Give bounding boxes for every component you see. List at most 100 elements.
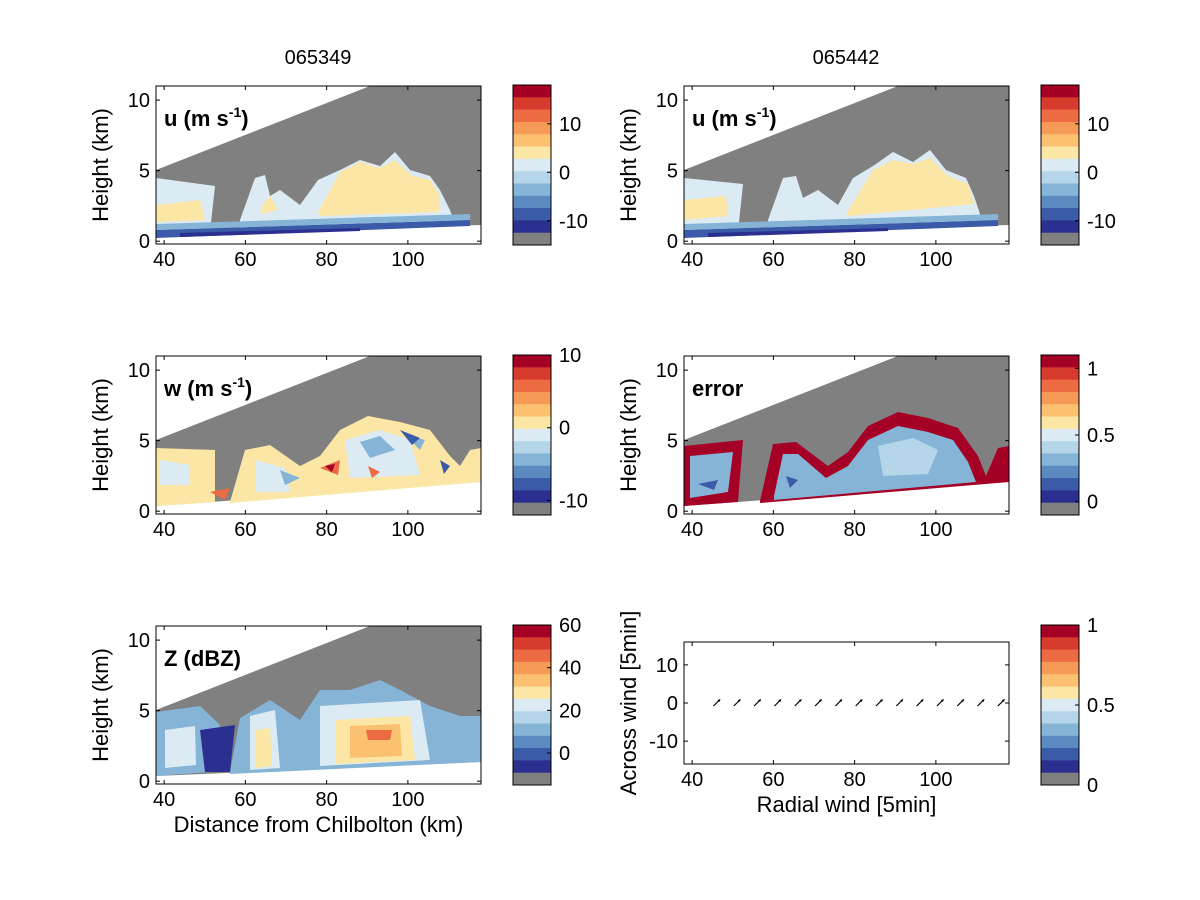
wind-vector-head <box>880 699 883 702</box>
positive-u <box>684 158 974 220</box>
colorbar-swatch <box>1041 649 1079 663</box>
colorbar-swatch <box>513 85 551 98</box>
colorbar-tick-label: 0 <box>559 418 570 440</box>
column-title-left: 065349 <box>285 47 352 69</box>
panel-u-left <box>155 85 482 245</box>
colorbar-swatch <box>513 723 551 737</box>
y-tick-label: 10 <box>656 90 678 112</box>
colorbar-swatch <box>513 391 551 405</box>
y-tick-label: 5 <box>667 161 678 183</box>
y-tick-label: 0 <box>139 231 150 253</box>
y-tick-label: 5 <box>667 431 678 453</box>
wind-vector-head <box>839 699 843 702</box>
y-tick-label: -10 <box>649 731 678 753</box>
panel-label: w (m s-1) <box>163 374 252 401</box>
x-axis-label: Radial wind [5min] <box>757 792 937 817</box>
colorbar-swatch <box>513 453 551 467</box>
x-tick-label: 40 <box>681 769 703 791</box>
field-u-left <box>156 86 481 244</box>
colorbar-frame <box>512 624 552 786</box>
y-tick-label: 0 <box>667 231 678 253</box>
colorbar-swatch <box>513 637 551 651</box>
x-tick-label: 60 <box>762 519 784 541</box>
colorbar-swatch <box>1041 748 1079 761</box>
wind-vector-head <box>961 699 965 702</box>
colorbar-swatch <box>513 428 551 442</box>
y-tick-label: 10 <box>128 90 150 112</box>
wind-vector-head <box>1001 699 1005 702</box>
x-tick-label: 60 <box>234 789 256 811</box>
x-tick-label: 100 <box>919 519 952 541</box>
panel-vectors <box>683 641 1010 765</box>
colorbar-swatch <box>1041 97 1079 111</box>
colorbar-swatch <box>1041 453 1079 467</box>
y-tick-label: 0 <box>667 693 678 715</box>
positive-u <box>156 160 440 222</box>
colorbar-tick-label: 0 <box>559 162 570 184</box>
x-tick-label: 100 <box>391 789 424 811</box>
colorbar-swatch <box>1041 661 1079 675</box>
axes-frame <box>155 625 482 785</box>
colorbar-swatch <box>513 232 551 246</box>
y-axis-label: Height (km) <box>616 378 641 492</box>
colorbar-swatch <box>513 379 551 393</box>
x-tick-label: 80 <box>316 519 338 541</box>
colorbar-tick-label: 0.5 <box>1087 695 1115 717</box>
y-tick-label: 0 <box>667 501 678 523</box>
y-axis-label: Height (km) <box>88 378 113 492</box>
colorbar-swatch <box>1041 158 1079 172</box>
wind-vector-head <box>737 699 741 702</box>
colorbar-swatch <box>513 441 551 454</box>
y-tick-label: 10 <box>128 360 150 382</box>
panel-u-right <box>683 85 1010 245</box>
colorbar-swatch <box>1041 85 1079 98</box>
colorbar-swatch <box>513 158 551 172</box>
colorbar-swatch <box>513 661 551 675</box>
field-error <box>684 356 1009 514</box>
panel-label: u (m s-1) <box>164 104 249 131</box>
wind-vector-head <box>920 699 924 702</box>
colorbar-swatch <box>1041 465 1079 479</box>
colorbar-tick-label: -10 <box>559 490 588 512</box>
colorbar-swatch <box>513 367 551 381</box>
y-axis-label: Height (km) <box>88 648 113 762</box>
x-tick-label: 60 <box>234 519 256 541</box>
x-axis-label: Distance from Chilbolton (km) <box>174 812 464 837</box>
y-tick-label: 0 <box>139 501 150 523</box>
colorbar-tick-label: 10 <box>559 345 581 367</box>
x-tick-label: 80 <box>844 769 866 791</box>
y-tick-label: 10 <box>128 630 150 652</box>
colorbar-swatch <box>1041 674 1079 688</box>
colorbar-swatch <box>1041 367 1079 381</box>
colorbar-swatch <box>513 649 551 663</box>
wind-vector-head <box>981 699 985 702</box>
colorbar-tick-label: -10 <box>559 211 588 233</box>
y-tick-label: 10 <box>656 655 678 677</box>
colorbar-swatch <box>513 465 551 479</box>
colorbar-swatch <box>1041 723 1079 737</box>
colorbar-swatch <box>513 404 551 418</box>
colorbar-swatch <box>513 220 551 234</box>
column-title-right: 065442 <box>813 47 880 69</box>
colorbar-tick-label: 20 <box>559 700 581 722</box>
x-tick-label: 60 <box>234 249 256 271</box>
x-tick-label: 40 <box>681 519 703 541</box>
colorbar-swatch <box>1041 134 1079 148</box>
x-tick-label: 80 <box>316 249 338 271</box>
wind-vector-head <box>900 699 904 702</box>
x-tick-label: 80 <box>844 519 866 541</box>
colorbar-tick-label: 0.5 <box>1087 425 1115 447</box>
colorbar-swatch <box>1041 686 1079 700</box>
y-tick-label: 5 <box>139 701 150 723</box>
colorbar-tick-label: 10 <box>559 114 581 136</box>
x-tick-label: 40 <box>681 249 703 271</box>
wind-vector-head <box>940 699 944 702</box>
y-tick-label: 10 <box>656 360 678 382</box>
colorbar-frame <box>1040 84 1080 246</box>
colorbar-swatch <box>1041 478 1079 491</box>
wind-vector-head <box>859 699 863 702</box>
colorbar-tick-label: 10 <box>1087 114 1109 136</box>
colorbar-swatch <box>1041 404 1079 418</box>
panel-label: error <box>692 376 744 401</box>
